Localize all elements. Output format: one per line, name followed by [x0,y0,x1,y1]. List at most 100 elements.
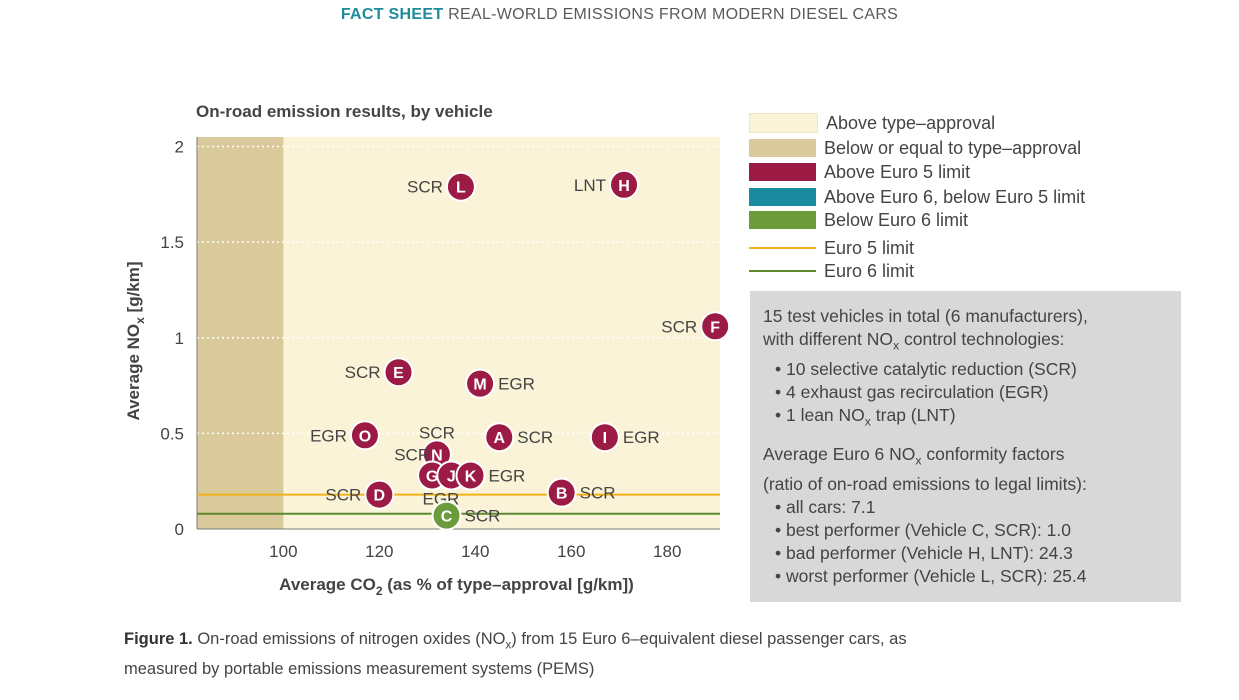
data-point-A: A SCR [484,422,553,453]
legend-swatch [749,211,816,229]
legend-item-euro6-euro5: Above Euro 6, below Euro 5 limit [749,187,1085,207]
point-tech-label: EGR [623,428,660,447]
point-tech-label: EGR [488,466,525,485]
point-tech-label: SCR [407,178,443,197]
legend-swatch [749,113,818,133]
point-marker [383,357,414,388]
point-id-label: J [447,468,456,485]
legend-label: Euro 5 limit [824,237,915,258]
point-id-label: E [393,365,404,382]
info-cf-heading: Average Euro 6 NOx conformity factors [763,444,1065,468]
legend-line [749,270,816,272]
legend-swatch [749,163,816,181]
x-tick-label: 180 [653,542,681,561]
legend-label: Below or equal to type–approval [824,137,1082,158]
x-axis-label: Average CO2 (as % of type–approval [g/km… [279,575,634,598]
point-marker [589,422,620,453]
info-cf-subheading: (ratio of on-road emissions to legal lim… [763,473,1087,494]
point-tech-label: EGR [498,375,535,394]
point-tech-label: SCR [325,486,361,505]
info-cf-best: • best performer (Vehicle C, SCR): 1.0 [775,519,1071,540]
info-cf-bad: • bad performer (Vehicle H, LNT): 24.3 [775,542,1073,563]
header-label: FACT SHEET [340,6,444,23]
point-id-label: G [426,468,438,485]
y-tick-label: 1.5 [160,233,184,252]
legend-label: Below Euro 6 limit [824,209,969,230]
info-cf-all: • all cars: 7.1 [775,496,876,517]
point-marker [364,479,395,510]
legend-item-euro6-line: Euro 6 limit [749,261,914,281]
x-tick-label: 140 [461,542,489,561]
info-bullet-scr: • 10 selective catalytic reduction (SCR) [775,358,1077,379]
legend-swatch [749,139,816,157]
header-title: REAL-WORLD EMISSIONS FROM MODERN DIESEL … [448,6,899,23]
below-type-approval-region [197,137,284,529]
point-tech-label: SCR [465,507,501,526]
info-bullet-lnt: • 1 lean NOx trap (LNT) [775,404,956,429]
data-point-I: I EGR [589,422,660,453]
figure-caption: Figure 1. On-road emissions of nitrogen … [124,630,907,679]
legend-item-below-type-approval: Below or equal to type–approval [749,138,1081,158]
point-id-label: C [441,509,453,526]
point-id-label: M [473,377,486,394]
y-axis-label: Average NOx [g/km] [124,261,147,420]
point-marker [465,368,496,399]
data-point-O: O EGR [310,420,380,451]
data-point-L: L SCR [407,171,476,202]
data-point-D: D SCR [325,479,395,510]
point-id-label: A [494,430,506,447]
y-tick-label: 0 [175,520,184,539]
point-tech-label: SCR [517,428,553,447]
point-id-label: L [456,180,466,197]
caption-label: Figure 1. [124,630,193,648]
x-tick-label: 100 [269,542,297,561]
point-marker [609,169,640,200]
legend-label: Above type–approval [826,112,996,133]
point-marker [546,477,577,508]
legend-swatch [749,188,816,206]
legend-item-above-euro5: Above Euro 5 limit [749,162,970,182]
point-id-label: O [359,428,371,445]
data-point-H: H LNT [574,169,640,200]
point-marker [455,460,486,491]
data-point-E: E SCR [345,357,414,388]
point-tech-label: SCR [580,484,616,503]
point-marker [484,422,515,453]
legend-item-above-type-approval: Above type–approval [749,113,995,133]
data-point-M: M EGR [465,368,535,399]
point-marker [431,500,462,531]
info-bullet-egr: • 4 exhaust gas recirculation (EGR) [775,381,1049,402]
chart-title: On-road emission results, by vehicle [196,102,493,121]
point-id-label: K [465,468,477,485]
point-tech-label: SCR [394,445,430,464]
data-point-K: K EGR [455,460,525,491]
legend-line [749,247,816,249]
point-marker [445,171,476,202]
caption-line-2: measured by portable emissions measureme… [124,660,595,679]
y-tick-label: 2 [175,138,184,157]
data-point-C: C SCR [431,500,501,531]
point-id-label: H [618,178,630,195]
point-id-label: B [556,486,568,503]
point-tech-label: LNT [574,176,606,195]
data-point-F: F SCR [661,311,731,342]
point-marker [349,420,380,451]
point-tech-label: SCR [345,363,381,382]
point-id-label: F [710,319,720,336]
info-intro-2: with different NOx control technologies: [763,329,1065,353]
y-tick-label: 0.5 [160,424,184,443]
legend-label: Above Euro 5 limit [824,161,971,182]
info-box: 15 test vehicles in total (6 manufacture… [750,291,1181,602]
info-cf-worst: • worst performer (Vehicle L, SCR): 25.4 [775,565,1087,586]
point-id-label: I [603,430,607,447]
point-id-label: D [374,488,386,505]
scatter-plot: 0 0.5 1 1.5 2 100 120 140 160 180 Average CO2 (as … [124,137,731,598]
point-id-label: N [431,447,443,464]
point-tech-label: SCR [419,423,455,442]
info-intro-1: 15 test vehicles in total (6 manufacture… [763,306,1088,326]
legend-item-euro5-line: Euro 5 limit [749,238,914,258]
legend-label: Above Euro 6, below Euro 5 limit [824,186,1086,207]
point-marker [700,311,731,342]
x-tick-label: 120 [365,542,393,561]
x-tick-label: 160 [557,542,585,561]
